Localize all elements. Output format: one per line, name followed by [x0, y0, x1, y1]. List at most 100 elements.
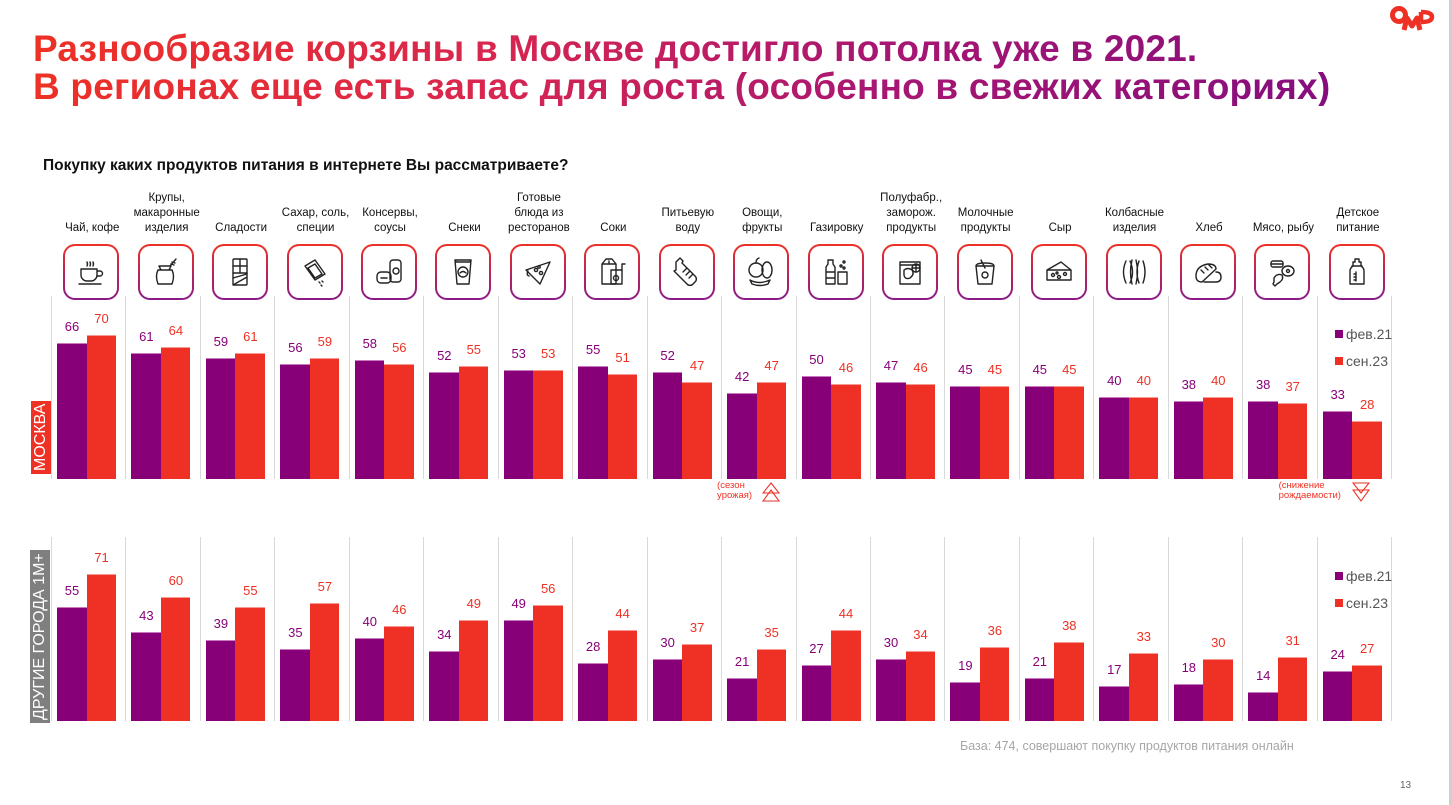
annotation-line: рождаемости) — [1278, 490, 1341, 501]
scrollbar-edge[interactable] — [1449, 0, 1452, 805]
data-label: 56 — [288, 339, 303, 355]
cheese-icon-box — [1031, 244, 1088, 300]
column-separator — [349, 537, 350, 721]
bar-sep23 — [384, 625, 414, 721]
column-separator — [647, 296, 648, 479]
grain-sack-icon — [155, 258, 177, 285]
data-label: 59 — [317, 333, 333, 349]
column-separator — [1019, 537, 1020, 721]
data-label: 44 — [838, 605, 854, 621]
bar-feb21 — [354, 638, 385, 721]
data-label: 30 — [1211, 634, 1226, 650]
column-separator — [200, 296, 201, 479]
bar-sep23 — [905, 384, 935, 479]
slide-title: Разнообразие корзины в Москве достигло п… — [33, 30, 1330, 106]
omd-logo — [1390, 6, 1435, 31]
canned-food-icon-box — [361, 244, 418, 300]
bar-feb21 — [1322, 671, 1353, 721]
data-label: 53 — [540, 345, 556, 361]
yogurt-cup-icon — [974, 259, 995, 285]
bar-feb21 — [876, 658, 906, 721]
category-label: Чай, кофе — [53, 221, 131, 236]
bar-sep23 — [831, 384, 861, 479]
data-label: 59 — [213, 333, 229, 349]
bar-sep23 — [235, 353, 265, 479]
slide-title-line-2: В регионах еще есть запас для роста (осо… — [33, 66, 1331, 107]
data-label: 70 — [94, 310, 109, 326]
category-label: Газировку — [798, 221, 876, 236]
category-label: Готовые блюда из ресторанов — [500, 191, 578, 236]
data-label: 71 — [94, 550, 109, 565]
page-number: 13 — [1400, 780, 1412, 791]
category-label: Консервы, соусы — [351, 206, 429, 236]
bar-sep23 — [384, 363, 414, 479]
bar-feb21 — [131, 353, 161, 479]
category-label-line: продукты — [886, 222, 937, 234]
icon-frame — [586, 246, 639, 298]
icon-frame — [214, 246, 267, 298]
bar-sep23 — [756, 382, 787, 479]
bar-sep23 — [607, 629, 638, 721]
bar-sep23 — [607, 373, 638, 479]
category-label-line: изделия — [1112, 222, 1157, 234]
column-separator — [1019, 296, 1020, 479]
annotation-note: (сезон урожая) — [717, 481, 752, 501]
baby-bottle-icon — [1349, 258, 1365, 285]
data-label: 28 — [585, 639, 601, 654]
bar-feb21 — [205, 357, 236, 479]
bar-sep23 — [1054, 386, 1084, 479]
column-separator — [1168, 296, 1169, 479]
annotation-line: (сезон — [717, 480, 745, 491]
column-separator — [796, 537, 797, 721]
legend-label: фев.21 — [1346, 326, 1393, 342]
bar-sep23 — [756, 648, 787, 721]
sugar-packet-icon — [303, 259, 326, 287]
legend-label: сен.23 — [1346, 595, 1388, 611]
category-label-line: Колбасные — [1104, 207, 1165, 219]
data-label: 37 — [1285, 378, 1300, 394]
data-label: 36 — [987, 622, 1003, 638]
data-label: 46 — [838, 360, 854, 376]
icon-frame — [958, 246, 1011, 298]
data-label: 56 — [392, 339, 407, 355]
column-separator — [125, 537, 126, 721]
cheese-icon — [1046, 261, 1072, 281]
bar-feb21 — [1173, 683, 1204, 721]
data-label: 14 — [1255, 668, 1271, 683]
icon-frame — [288, 246, 341, 298]
column-separator — [721, 296, 722, 479]
column-separator — [796, 296, 797, 479]
data-label: 33 — [1136, 628, 1152, 644]
bar-feb21 — [1024, 677, 1055, 721]
data-label: 44 — [615, 605, 630, 621]
column-separator — [870, 537, 871, 721]
category-label: Сыр — [1021, 221, 1099, 236]
category-label-line: блюда из — [514, 207, 564, 219]
category-label-line: Сыр — [1048, 222, 1072, 234]
category-label: Крупы, макаронные изделия — [128, 191, 206, 236]
data-label: 40 — [1107, 372, 1122, 388]
bar-sep23 — [533, 605, 563, 721]
sausages-icon — [1122, 259, 1146, 285]
category-label-line: Крупы, — [148, 192, 185, 204]
bar-feb21 — [57, 343, 87, 479]
column-separator — [944, 537, 945, 721]
data-label: 53 — [511, 345, 526, 361]
bar-sep23 — [1277, 402, 1308, 479]
bar-sep23 — [235, 607, 265, 721]
bar-sep23 — [682, 382, 712, 479]
data-label: 56 — [540, 581, 556, 597]
icon-frame — [363, 246, 416, 298]
region-label-moscow: МОСКВА — [31, 400, 51, 474]
data-label: 55 — [466, 341, 482, 357]
yogurt-cup-icon-box — [956, 244, 1013, 300]
data-label: 58 — [362, 335, 378, 351]
meat-fish-icon — [1270, 260, 1296, 287]
category-label-line: Сахар, соль, — [281, 207, 350, 219]
bar-sep23 — [979, 386, 1010, 479]
category-label: Детское питание — [1319, 206, 1397, 236]
column-separator — [274, 537, 275, 721]
data-label: 46 — [913, 360, 928, 376]
bar-sep23 — [160, 596, 191, 721]
column-separator — [125, 296, 126, 479]
